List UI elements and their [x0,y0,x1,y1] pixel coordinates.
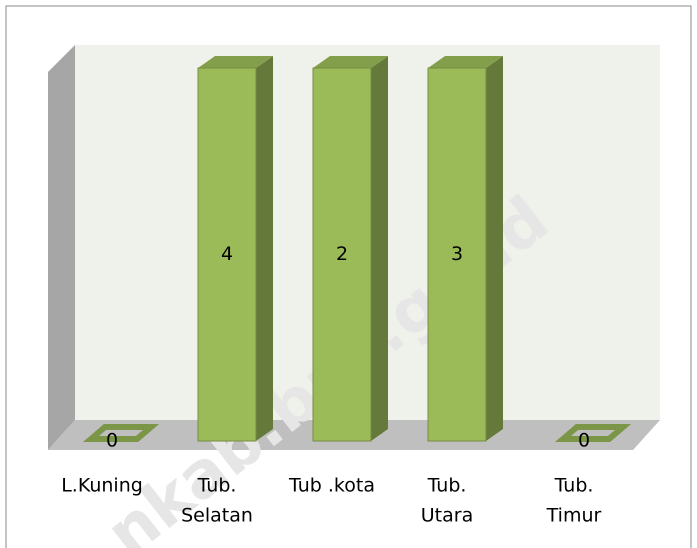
bar [82,424,160,442]
data-label: 3 [451,243,463,265]
x-tick-label: Selatan [181,505,253,527]
data-label: 4 [221,243,233,265]
bar [554,424,632,442]
bar-side [256,56,273,441]
x-tick-label: Tub. [554,475,594,497]
x-tick-label: Tub .kota [288,475,375,497]
data-label: 2 [336,243,348,265]
bar-top [313,56,388,68]
bar [197,67,257,442]
data-label: 0 [578,430,590,452]
bar-side [371,56,388,441]
bar [427,67,487,442]
data-label: 0 [106,430,118,452]
x-tick-label: Utara [421,505,473,527]
x-tick-label: Timur [546,505,602,527]
x-tick-label: Tub. [427,475,467,497]
side-wall [48,45,75,450]
bar [312,67,372,442]
x-tick-label: Tub. [197,475,237,497]
bar-side [486,56,503,441]
x-tick-label: L.Kuning [61,475,143,497]
bar-top [198,56,273,68]
bar-top [428,56,503,68]
